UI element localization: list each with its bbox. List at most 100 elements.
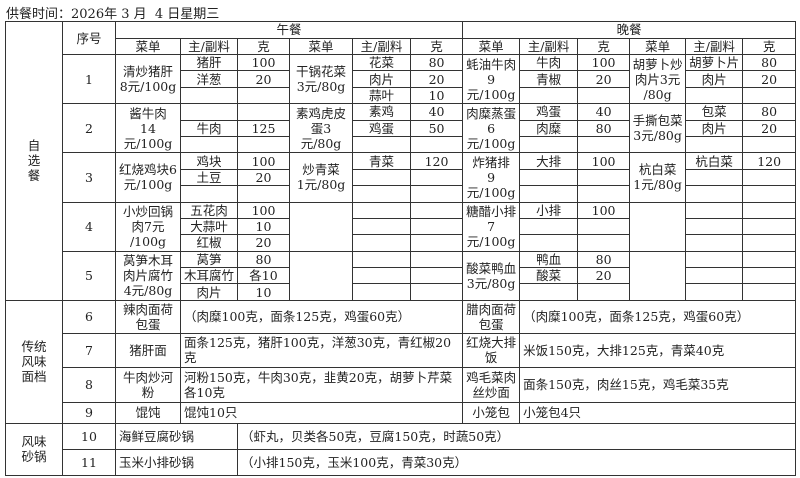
ingredient-name: 大蒜叶 <box>180 217 238 236</box>
table-row: 肉片 10 <box>6 283 797 301</box>
ingredient-grams: 100 <box>577 152 631 170</box>
table-row: 1 清炒猪肝 8元/100g 猪肝 100 干锅花菜 3元/80g 花菜 80 蚝油牛肉 9元… <box>6 53 797 105</box>
ingredient-grams: 20 <box>237 234 290 252</box>
dish-name: 干锅花菜 3元/80g <box>289 53 353 105</box>
ingredient-grams <box>409 250 464 269</box>
ingredient-name: 鸡块 <box>180 152 238 170</box>
ingredient-grams: 80 <box>742 103 797 121</box>
ingredient-grams: 80 <box>577 119 631 137</box>
lunch-noodle-name: 猪肝面 <box>115 332 181 368</box>
dish-name: 蚝油牛肉 9元/100g <box>462 53 521 105</box>
dish-header: 菜单 <box>115 37 181 55</box>
dish-name: 清炒猪肝 8元/100g <box>115 53 181 105</box>
ingredient-name <box>352 185 411 203</box>
dish-name: 糖醋小排 7元/100g <box>462 201 521 252</box>
lunch-noodle-name: 辣肉面荷 包蛋 <box>115 299 181 334</box>
ingredient-name: 土豆 <box>180 168 238 187</box>
ingredient-grams <box>577 283 631 301</box>
ingredient-name: 包菜 <box>685 103 744 121</box>
seq-number: 11 <box>62 448 116 476</box>
ingredient-name <box>685 201 744 219</box>
ingredient-grams: 80 <box>577 250 631 269</box>
ingredient-grams <box>742 86 797 105</box>
dish-name: 酱牛肉 14元/100g <box>115 103 181 154</box>
ingredient-name: 肉片 <box>352 70 411 88</box>
lunch-noodle-name: 馄饨 <box>115 401 181 424</box>
ingredient-grams <box>742 135 797 154</box>
ingredient-name <box>352 283 411 301</box>
seq-number: 9 <box>62 401 116 424</box>
ingredient-name: 肉片 <box>180 283 238 301</box>
ingredient-name <box>519 168 579 187</box>
ingredient-grams: 120 <box>409 152 464 170</box>
ingredient-name: 花菜 <box>352 53 411 72</box>
ingredient-name: 猪肝 <box>180 53 238 72</box>
ingredient-grams: 20 <box>742 119 797 137</box>
seq-number: 7 <box>62 332 116 368</box>
table-row: 风味 砂锅 10 海鲜豆腐砂锅 （虾丸，贝类各50克，豆腐150克，时蔬50克） <box>5 422 797 476</box>
claypot-name: 海鲜豆腐砂锅 <box>115 422 238 450</box>
serving-date-title: 供餐时间：2026年 3 月 4 日星期三 <box>6 7 220 22</box>
dish-header: 菜单 <box>629 37 687 55</box>
dish-name: 炸猪排 9元/100g <box>462 152 521 203</box>
ingredient-grams: 10 <box>237 283 290 301</box>
category-cell-selection: 自 选 餐 <box>5 21 63 301</box>
ingredient-grams: 10 <box>409 86 464 105</box>
grams-header: 克 <box>742 37 797 55</box>
lunch-noodle-desc: （肉糜100克，面条125克，鸡蛋60克） <box>179 299 464 334</box>
ingredient-grams <box>409 135 464 154</box>
grams-header: 克 <box>577 37 631 55</box>
lunch-noodle-desc: 馄饨10只 <box>179 401 464 424</box>
category-cell-claypot: 风味 砂锅 <box>5 422 63 476</box>
table-row: 传统 风味 面档 6 辣肉面荷 包蛋 （肉糜100克，面条125克，鸡蛋60克） 腊肉面… <box>5 299 797 424</box>
menu-table: 自 选 餐序号 午餐 晚餐 菜单 主/副料克菜单 主/副料克菜单 主/副料克菜单 主/副料克 1… <box>5 21 797 476</box>
dish-name: 莴笋木耳 肉片腐竹 4元/80g <box>115 250 181 301</box>
ingredient-grams <box>409 283 464 301</box>
ingredient-name <box>519 217 579 236</box>
category-cell-noodles: 传统 风味 面档 <box>5 299 63 424</box>
table-row: 9 馄饨 馄饨10只 小笼包 小笼包4只 <box>6 401 797 424</box>
ingredient-grams: 80 <box>742 53 797 72</box>
ingredient-grams: 40 <box>409 103 464 121</box>
claypot-desc: （虾丸，贝类各50克，豆腐150克，时蔬50克） <box>236 422 797 450</box>
dish-name: 肉糜蒸蛋 6元/100g <box>462 103 521 154</box>
dinner-noodle-name: 鸡毛菜肉 丝炒面 <box>462 366 521 403</box>
ingredient-name <box>180 185 238 203</box>
seq-number: 1 <box>62 53 116 105</box>
table-row: 4 小炒回锅 肉7元 /100g 五花肉 100 糖醋小排 7元/100g 小排 100 <box>6 201 797 252</box>
ingredient-grams <box>409 234 464 252</box>
seq-number: 4 <box>62 201 116 252</box>
dish-name: 酸菜鸭血 3元/80g <box>462 250 521 301</box>
table-row: 菜单 主/副料克菜单 主/副料克菜单 主/副料克菜单 主/副料克 <box>6 37 797 55</box>
ingredient-name: 五花肉 <box>180 201 238 219</box>
seq-number: 5 <box>62 250 116 301</box>
ingredient-grams <box>409 267 464 285</box>
ingredient-name: 肉片 <box>685 70 744 88</box>
claypot-name: 玉米小排砂锅 <box>115 448 238 476</box>
ingredient-name <box>685 86 744 105</box>
seq-number: 10 <box>62 422 116 450</box>
ingredient-grams <box>409 201 464 219</box>
dish-name <box>289 250 353 301</box>
dish-name: 炒青菜 1元/80g <box>289 152 353 203</box>
ingredient-grams <box>742 234 797 252</box>
ingredient-name <box>519 283 579 301</box>
dish-name: 手撕包菜 3元/80g <box>629 103 687 154</box>
ingredient-grams <box>742 185 797 203</box>
ingredient-name: 肉糜 <box>519 119 579 137</box>
ingredient-name: 青菜 <box>352 152 411 170</box>
ingredient-name <box>519 86 579 105</box>
table-row: 8 牛肉炒河 粉河粉150克，牛肉30克，韭黄20克，胡萝卜芹菜各10克 鸡毛菜肉 … <box>6 366 797 403</box>
ingredient-name: 胡萝卜片 <box>685 53 744 72</box>
ingredient-name <box>685 267 744 285</box>
ingredient-grams: 100 <box>237 201 290 219</box>
ingredient-grams: 20 <box>237 168 290 187</box>
ingredient-name <box>519 135 579 154</box>
ingredient-name <box>685 168 744 187</box>
ingredient-grams: 40 <box>577 103 631 121</box>
ingredient-name <box>180 103 238 121</box>
lunch-noodle-name: 牛肉炒河 粉 <box>115 366 181 403</box>
dinner-noodle-desc: 面条150克，肉丝15克，鸡毛菜35克 <box>519 366 797 403</box>
ingredient-grams <box>237 135 290 154</box>
ingredient-grams: 100 <box>577 201 631 219</box>
